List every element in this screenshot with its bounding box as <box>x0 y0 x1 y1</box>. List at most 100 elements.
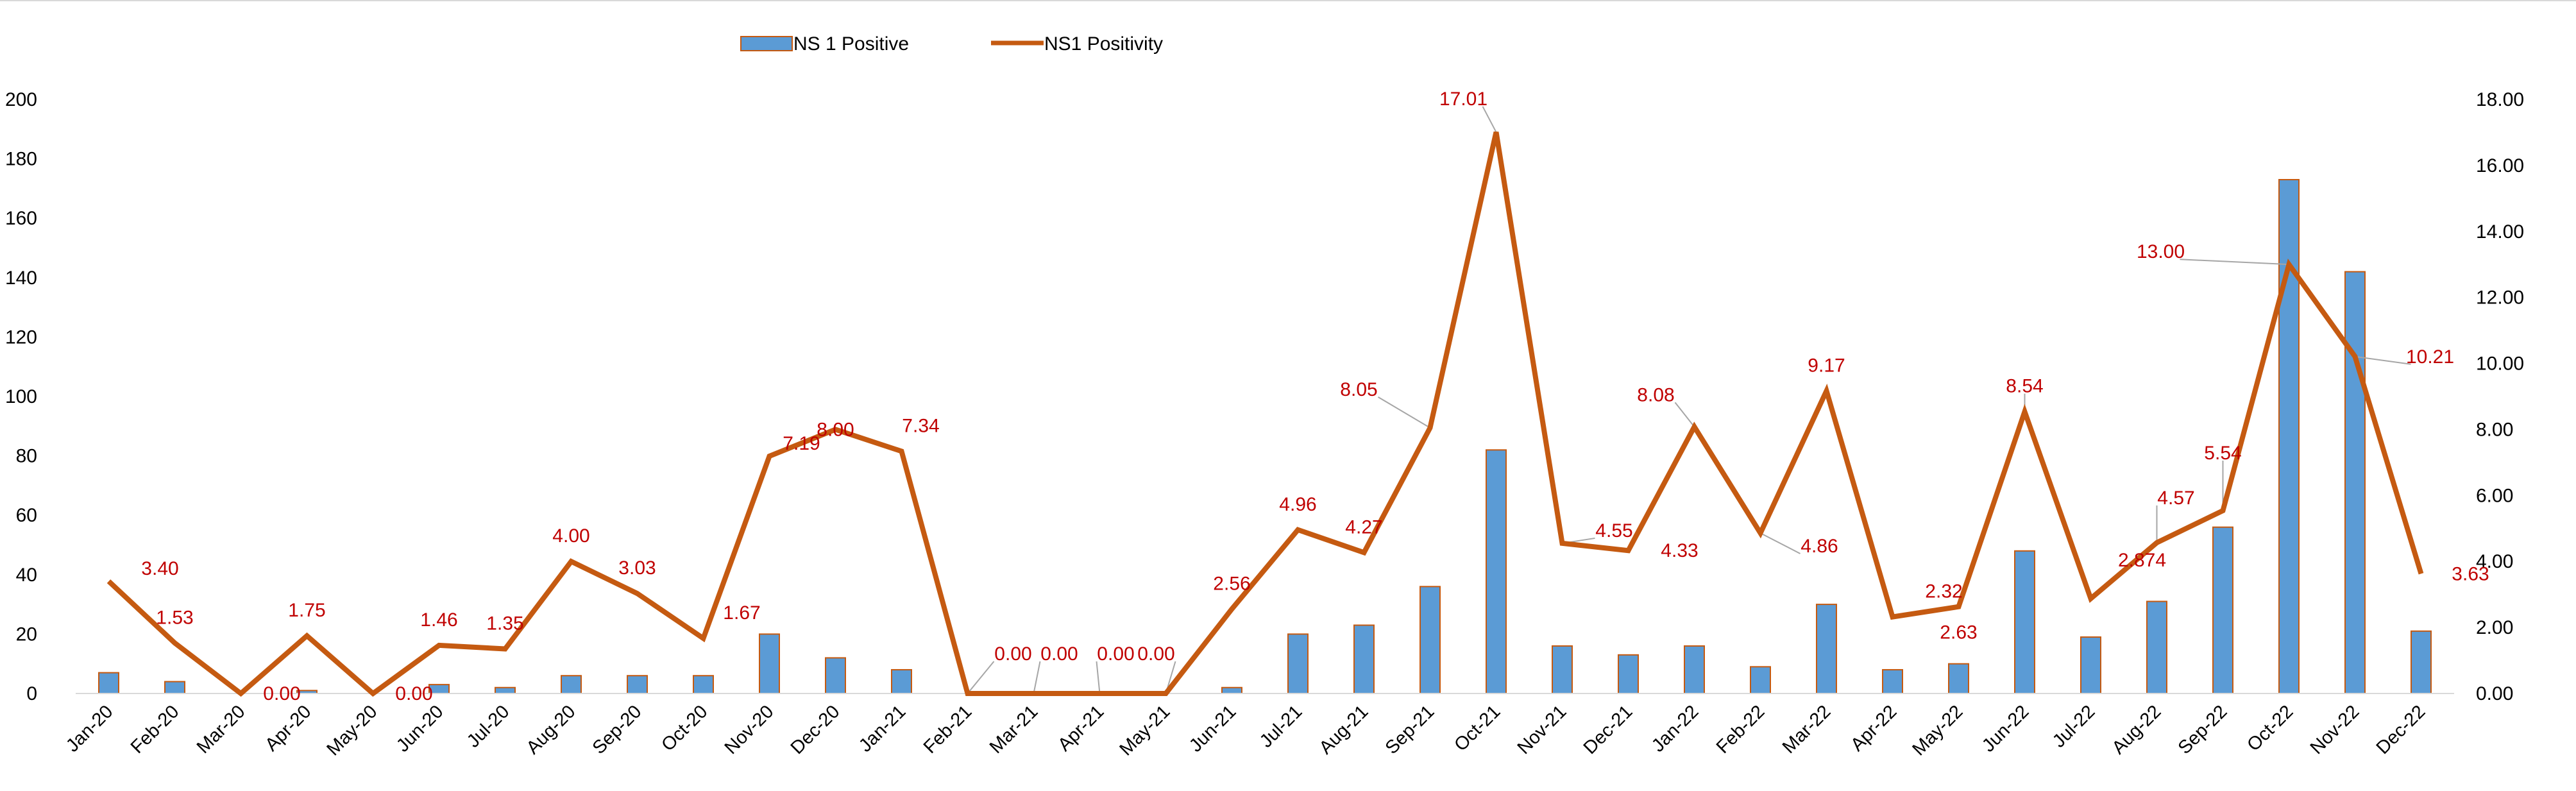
data-label-Jul-22: 2.874 <box>2118 550 2166 571</box>
leader-line <box>1096 661 1101 694</box>
x-tick-label: Aug-21 <box>1316 701 1373 758</box>
data-label-Nov-21: 4.55 <box>1595 520 1632 541</box>
bar-Oct-22[interactable] <box>2278 179 2300 694</box>
x-tick-label: Oct-22 <box>2243 701 2297 755</box>
leader-line <box>1760 532 1801 554</box>
x-tick-label: Dec-20 <box>787 701 844 758</box>
x-tick-label: Aug-20 <box>523 701 580 758</box>
x-tick-label: Nov-21 <box>1514 701 1571 758</box>
data-label-Jan-21: 7.34 <box>902 415 939 436</box>
bar-Aug-22[interactable] <box>2146 600 2167 694</box>
data-label-Aug-22: 4.57 <box>2157 488 2194 509</box>
data-label-Jan-22: 8.08 <box>1637 384 1674 405</box>
bar-Dec-20[interactable] <box>825 657 846 694</box>
x-tick-label: Jun-21 <box>1185 701 1240 756</box>
data-label-Apr-22: 2.32 <box>1925 581 1962 602</box>
bar-Sep-21[interactable] <box>1419 586 1441 694</box>
x-tick-label: May-21 <box>1115 701 1174 760</box>
bar-Dec-22[interactable] <box>2411 630 2432 695</box>
right-tick-label: 6.00 <box>2476 485 2513 506</box>
data-label-Mar-20: 0.00 <box>263 683 300 704</box>
legend-item-bar[interactable]: NS 1 Positive <box>740 33 909 55</box>
x-tick-label: Mar-22 <box>1779 701 1835 758</box>
leader-line <box>2355 355 2411 365</box>
data-label-Dec-22: 3.63 <box>2452 563 2489 584</box>
bar-Dec-21[interactable] <box>1618 654 1639 694</box>
x-tick-label: Dec-22 <box>2373 701 2430 758</box>
bar-Jul-22[interactable] <box>2080 636 2101 695</box>
bar-Jun-22[interactable] <box>2014 550 2035 695</box>
left-tick-label: 80 <box>16 446 37 467</box>
data-label-Jul-20: 1.35 <box>486 613 523 634</box>
data-label-Jun-21: 2.56 <box>1213 573 1250 594</box>
bar-Aug-20[interactable] <box>561 675 582 694</box>
bar-Nov-20[interactable] <box>759 633 780 695</box>
left-tick-label: 180 <box>5 149 37 170</box>
x-tick-label: Mar-21 <box>986 701 1042 758</box>
data-label-Jul-21: 4.96 <box>1279 494 1316 515</box>
left-y-axis: 0 20 40 60 80 100 120 140 160 180 200 <box>5 89 37 704</box>
left-tick-label: 140 <box>5 268 37 289</box>
left-tick-label: 120 <box>5 327 37 348</box>
x-tick-label: Jun-22 <box>1978 701 2033 756</box>
x-tick-label: May-20 <box>323 701 381 760</box>
bar-Sep-22[interactable] <box>2212 526 2233 694</box>
x-tick-label: May-22 <box>1908 701 1967 760</box>
bar-Aug-21[interactable] <box>1353 624 1375 695</box>
x-tick-label: Jul-22 <box>2049 701 2099 751</box>
data-label-May-21: 0.00 <box>1137 643 1174 665</box>
right-tick-label: 12.00 <box>2476 287 2524 309</box>
left-tick-label: 100 <box>5 386 37 407</box>
bar-Mar-22[interactable] <box>1816 604 1837 694</box>
right-tick-label: 4.00 <box>2476 551 2513 572</box>
x-tick-label: Apr-20 <box>261 701 315 755</box>
bar-Feb-20[interactable] <box>164 681 185 694</box>
right-y-axis: 0.00 2.00 4.00 6.00 8.00 10.00 12.00 14.00 16.00… <box>2476 89 2524 704</box>
positivity-line <box>106 132 2424 697</box>
data-label-Jan-20: 3.40 <box>141 558 178 579</box>
x-tick-label: Sep-21 <box>1382 701 1439 758</box>
data-label-Feb-22: 4.86 <box>1801 536 1838 557</box>
bar-Nov-21[interactable] <box>1552 645 1573 694</box>
data-label-Dec-21: 4.33 <box>1661 540 1698 561</box>
bar-Jan-21[interactable] <box>891 668 912 694</box>
right-tick-label: 2.00 <box>2476 617 2513 638</box>
right-tick-label: 16.00 <box>2476 155 2524 176</box>
data-label-Mar-22: 9.17 <box>1808 355 1845 376</box>
left-tick-label: 20 <box>16 624 37 645</box>
legend-swatch-bar <box>740 36 793 51</box>
legend-label-line: NS1 Positivity <box>1044 33 1163 55</box>
data-label-Jun-22: 8.54 <box>2006 376 2043 397</box>
right-tick-label: 14.00 <box>2476 221 2524 242</box>
data-label-Oct-22: 13.00 <box>2137 241 2185 262</box>
leader-line <box>1033 661 1041 694</box>
bar-Feb-22[interactable] <box>1750 666 1771 694</box>
legend-label-bar: NS 1 Positive <box>793 33 909 55</box>
bar-Jul-21[interactable] <box>1287 633 1309 695</box>
data-label-Feb-20: 1.53 <box>156 607 193 628</box>
bar-Jun-21[interactable] <box>1221 686 1242 694</box>
bar-Oct-20[interactable] <box>693 675 714 694</box>
legend-item-line[interactable]: NS1 Positivity <box>991 33 1163 55</box>
bar-Oct-21[interactable] <box>1486 449 1507 695</box>
bar-Nov-22[interactable] <box>2344 271 2366 695</box>
bar-Jul-20[interactable] <box>495 686 516 694</box>
x-tick-label: Oct-20 <box>657 701 711 755</box>
right-tick-label: 0.00 <box>2476 683 2513 704</box>
bar-Jan-22[interactable] <box>1684 645 1705 694</box>
bar-Sep-20[interactable] <box>627 675 648 694</box>
x-tick-label: Jul-21 <box>1256 701 1306 751</box>
leader-line <box>1377 396 1431 429</box>
x-tick-label: Mar-20 <box>193 701 250 758</box>
data-label-Nov-20: 7.19 <box>783 433 820 454</box>
x-tick-label: Dec-21 <box>1580 701 1637 758</box>
x-tick-label: Feb-22 <box>1713 701 1769 758</box>
bar-Jan-20[interactable] <box>98 672 119 694</box>
bar-May-22[interactable] <box>1948 663 1969 694</box>
data-label-Oct-20: 1.67 <box>723 602 760 624</box>
leader-line <box>1674 402 1695 427</box>
data-label-Apr-21: 0.00 <box>1097 643 1134 665</box>
left-tick-label: 200 <box>5 89 37 110</box>
left-tick-label: 160 <box>5 208 37 229</box>
bar-Apr-22[interactable] <box>1882 668 1903 694</box>
